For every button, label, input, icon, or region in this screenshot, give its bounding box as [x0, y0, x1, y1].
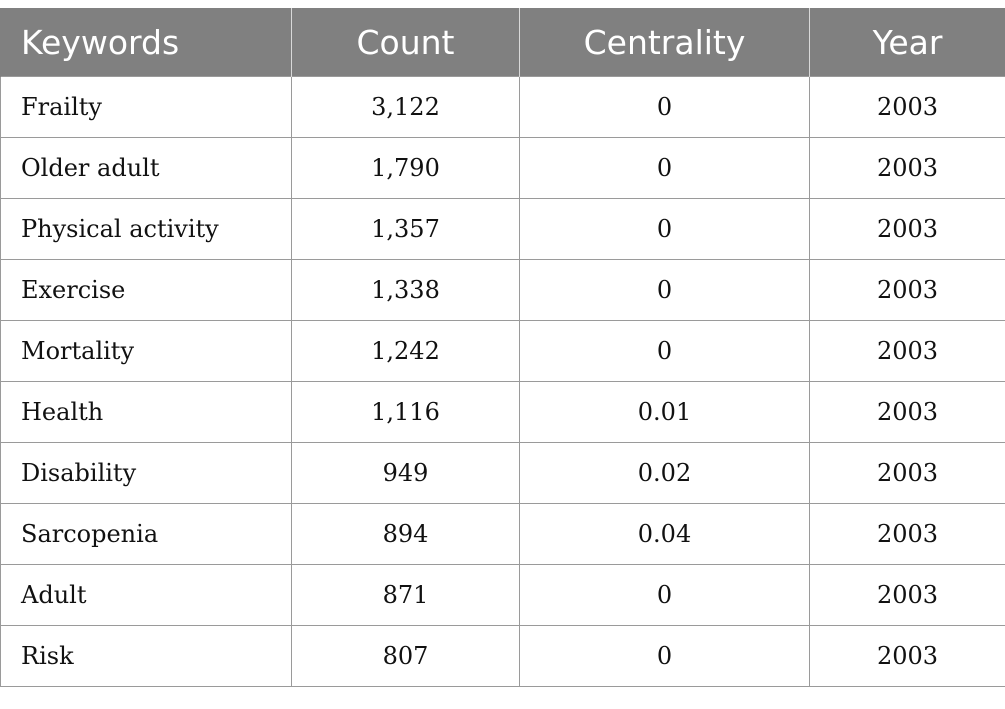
table-row: Health 1,116 0.01 2003	[0, 381, 1005, 443]
count-cell: 949	[291, 442, 520, 504]
count-cell: 807	[291, 625, 520, 687]
year-cell: 2003	[809, 381, 1005, 443]
table-body: Frailty 3,122 0 2003 Older adult 1,790 0…	[0, 76, 1005, 687]
year-cell: 2003	[809, 137, 1005, 199]
centrality-cell: 0	[519, 137, 810, 199]
keyword-cell: Risk	[0, 625, 292, 687]
keywords-table: Keywords Count Centrality Year Frailty 3…	[0, 8, 1005, 687]
keyword-cell: Adult	[0, 564, 292, 626]
centrality-cell: 0	[519, 198, 810, 260]
keyword-cell: Health	[0, 381, 292, 443]
keyword-cell: Frailty	[0, 76, 292, 138]
year-cell: 2003	[809, 259, 1005, 321]
centrality-cell: 0	[519, 564, 810, 626]
table-row: Older adult 1,790 0 2003	[0, 137, 1005, 199]
centrality-cell: 0.01	[519, 381, 810, 443]
header-centrality: Centrality	[519, 8, 810, 77]
table-row: Frailty 3,122 0 2003	[0, 76, 1005, 138]
keyword-cell: Exercise	[0, 259, 292, 321]
table-row: Exercise 1,338 0 2003	[0, 259, 1005, 321]
header-row: Keywords Count Centrality Year	[0, 8, 1005, 77]
count-cell: 1,338	[291, 259, 520, 321]
count-cell: 1,116	[291, 381, 520, 443]
year-cell: 2003	[809, 76, 1005, 138]
keyword-cell: Mortality	[0, 320, 292, 382]
count-cell: 894	[291, 503, 520, 565]
count-cell: 871	[291, 564, 520, 626]
centrality-cell: 0	[519, 76, 810, 138]
keyword-cell: Physical activity	[0, 198, 292, 260]
count-cell: 3,122	[291, 76, 520, 138]
count-cell: 1,242	[291, 320, 520, 382]
centrality-cell: 0	[519, 320, 810, 382]
table-row: Physical activity 1,357 0 2003	[0, 198, 1005, 260]
header-count: Count	[291, 8, 520, 77]
keyword-cell: Disability	[0, 442, 292, 504]
centrality-cell: 0	[519, 259, 810, 321]
keywords-table-container: Keywords Count Centrality Year Frailty 3…	[0, 8, 1005, 687]
year-cell: 2003	[809, 442, 1005, 504]
table-row: Mortality 1,242 0 2003	[0, 320, 1005, 382]
table-row: Adult 871 0 2003	[0, 564, 1005, 626]
centrality-cell: 0.02	[519, 442, 810, 504]
table-row: Risk 807 0 2003	[0, 625, 1005, 687]
keyword-cell: Sarcopenia	[0, 503, 292, 565]
table-header: Keywords Count Centrality Year	[0, 8, 1005, 77]
centrality-cell: 0	[519, 625, 810, 687]
header-keywords: Keywords	[0, 8, 292, 77]
year-cell: 2003	[809, 320, 1005, 382]
keyword-cell: Older adult	[0, 137, 292, 199]
count-cell: 1,790	[291, 137, 520, 199]
table-row: Sarcopenia 894 0.04 2003	[0, 503, 1005, 565]
table-row: Disability 949 0.02 2003	[0, 442, 1005, 504]
centrality-cell: 0.04	[519, 503, 810, 565]
count-cell: 1,357	[291, 198, 520, 260]
header-year: Year	[809, 8, 1005, 77]
year-cell: 2003	[809, 503, 1005, 565]
year-cell: 2003	[809, 564, 1005, 626]
year-cell: 2003	[809, 198, 1005, 260]
year-cell: 2003	[809, 625, 1005, 687]
